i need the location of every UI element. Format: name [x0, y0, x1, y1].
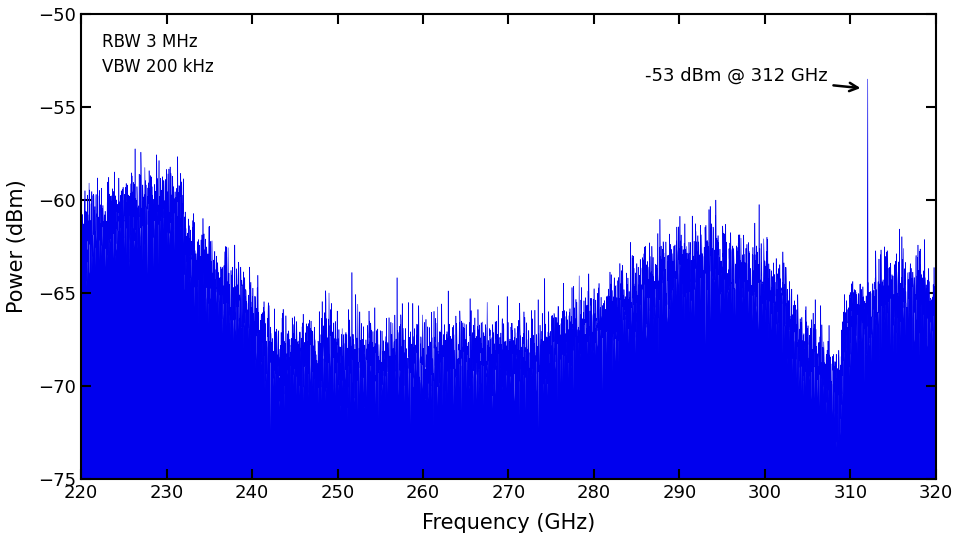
X-axis label: Frequency (GHz): Frequency (GHz): [421, 513, 595, 533]
Y-axis label: Power (dBm): Power (dBm): [7, 180, 27, 313]
Text: -53 dBm @ 312 GHz: -53 dBm @ 312 GHz: [645, 66, 857, 91]
Text: RBW 3 MHz
VBW 200 kHz: RBW 3 MHz VBW 200 kHz: [103, 32, 214, 76]
